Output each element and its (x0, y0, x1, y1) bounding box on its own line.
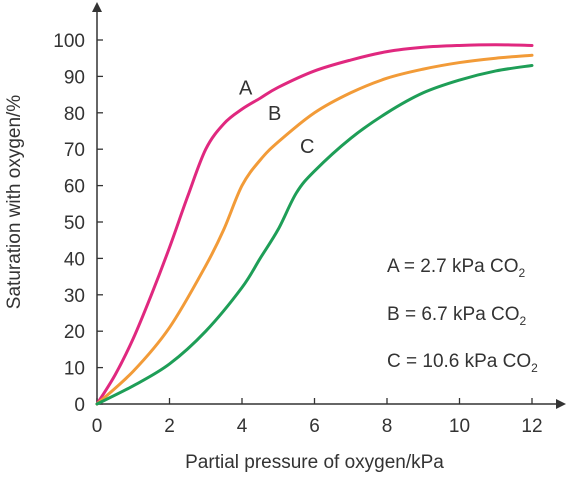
y-tick-label: 50 (64, 213, 85, 234)
x-tick-label: 0 (92, 416, 103, 437)
y-tick-label: 70 (64, 140, 85, 161)
curves (95, 43, 534, 406)
y-ticks: 0 10 20 30 40 50 60 70 80 90 100 (53, 31, 103, 416)
y-tick-label: 0 (74, 395, 85, 416)
x-axis-arrow-icon (556, 399, 566, 409)
curve-label-b: B (268, 103, 281, 125)
y-tick-label: 100 (53, 31, 85, 52)
x-tick-label: 8 (382, 416, 393, 437)
y-axis-arrow-icon (92, 2, 102, 12)
y-axis-label: Saturation with oxygen/% (4, 95, 25, 310)
axes (92, 2, 566, 409)
y-tick-label: 10 (64, 359, 85, 380)
curve-a (95, 43, 534, 406)
curve-label-c: C (300, 136, 314, 158)
curve-label-a: A (239, 78, 253, 100)
x-tick-label: 12 (521, 416, 542, 437)
y-tick-label: 80 (64, 104, 85, 125)
x-ticks: 0 2 4 6 8 10 12 (92, 398, 543, 437)
legend-item: A = 2.7 kPa CO2 (387, 256, 526, 280)
curve-labels: ABC (239, 78, 315, 158)
y-tick-label: 40 (64, 249, 85, 270)
x-tick-label: 4 (237, 416, 248, 437)
y-tick-label: 30 (64, 286, 85, 307)
y-tick-label: 60 (64, 177, 85, 198)
legend-item: B = 6.7 kPa CO2 (387, 304, 527, 328)
y-tick-label: 90 (64, 67, 85, 88)
x-tick-label: 10 (449, 416, 470, 437)
curve-b (95, 53, 534, 406)
legend-item: C = 10.6 kPa CO2 (387, 351, 538, 375)
x-axis-label: Partial pressure of oxygen/kPa (185, 452, 444, 473)
legend: A = 2.7 kPa CO2 B = 6.7 kPa CO2 C = 10.6 k… (387, 256, 538, 375)
curve-c (95, 63, 534, 406)
x-tick-label: 2 (164, 416, 175, 437)
x-tick-label: 6 (309, 416, 320, 437)
y-tick-label: 20 (64, 322, 85, 343)
